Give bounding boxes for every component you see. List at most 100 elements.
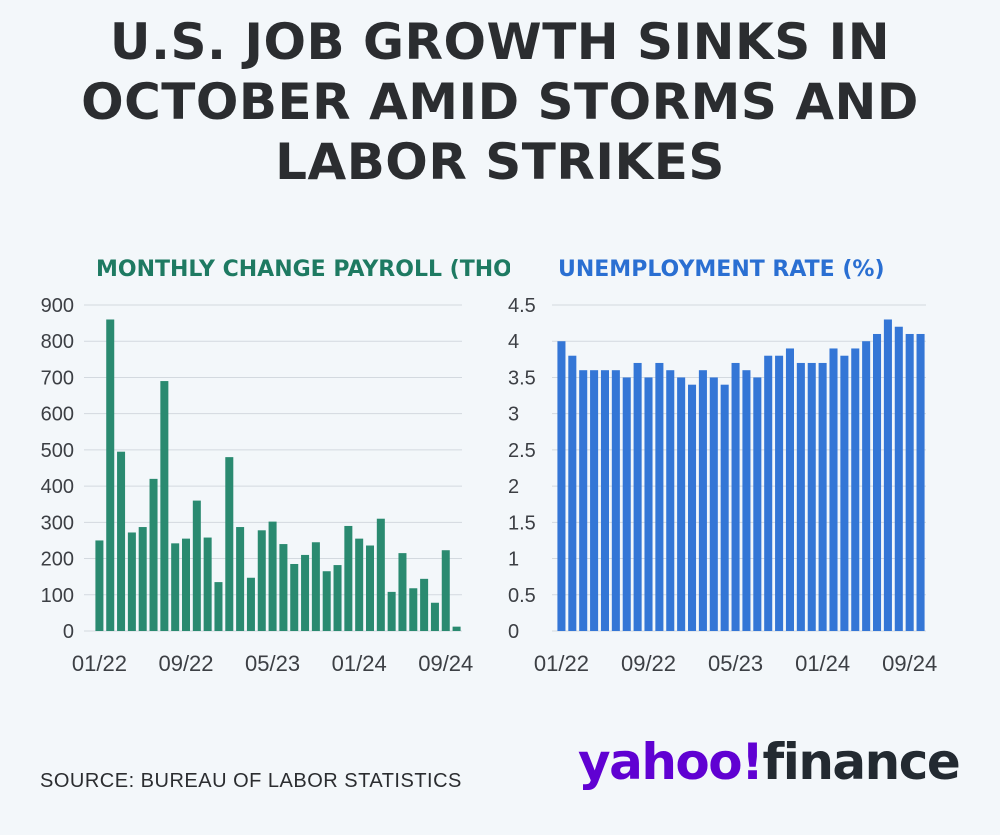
y-tick-label: 200 bbox=[41, 549, 74, 571]
x-tick-label: 09/22 bbox=[621, 651, 676, 676]
y-tick-label: 800 bbox=[41, 331, 74, 353]
bar-12/23 bbox=[344, 525, 353, 631]
bar-06/23 bbox=[742, 370, 751, 631]
bar-11/22 bbox=[203, 537, 212, 631]
y-tick-label: 0 bbox=[508, 621, 519, 643]
x-tick-label: 01/22 bbox=[72, 651, 127, 676]
bar-07/24 bbox=[420, 578, 429, 631]
y-tick-label: 4 bbox=[508, 331, 519, 353]
bar-07/24 bbox=[883, 319, 892, 631]
y-tick-label: 500 bbox=[41, 440, 74, 462]
y-tick-label: 300 bbox=[41, 512, 74, 534]
bar-02/23 bbox=[698, 370, 707, 631]
headline: U.S. JOB GROWTH SINKS IN OCTOBER AMID ST… bbox=[81, 13, 919, 191]
x-tick-label: 09/24 bbox=[882, 651, 937, 676]
x-tick-label: 09/22 bbox=[158, 651, 213, 676]
logo-finance-text: finance bbox=[762, 733, 960, 791]
y-tick-label: 4.5 bbox=[508, 295, 536, 317]
bar-05/22 bbox=[600, 370, 609, 631]
bar-02/24 bbox=[365, 545, 375, 631]
bar-02/22 bbox=[106, 319, 115, 631]
unemployment-chart-title: UNEMPLOYMENT RATE (%) bbox=[558, 257, 885, 282]
bar-02/24 bbox=[829, 348, 838, 631]
bar-08/22 bbox=[633, 362, 642, 631]
y-tick-label: 1.5 bbox=[508, 512, 536, 534]
x-tick-label: 01/22 bbox=[534, 651, 589, 676]
x-tick-label: 09/24 bbox=[418, 651, 473, 676]
x-tick-label: 05/23 bbox=[708, 651, 763, 676]
bar-09/22 bbox=[644, 377, 653, 631]
yahoo-finance-logo: yahoo!finance bbox=[578, 722, 961, 802]
bar-01/23 bbox=[225, 457, 234, 631]
y-tick-label: 100 bbox=[41, 585, 74, 607]
bar-07/23 bbox=[753, 377, 762, 631]
y-tick-label: 1 bbox=[508, 549, 519, 571]
bar-06/22 bbox=[611, 370, 620, 631]
bar-10/22 bbox=[192, 500, 201, 631]
y-tick-label: 900 bbox=[41, 295, 74, 317]
bar-05/23 bbox=[268, 521, 277, 631]
bar-06/23 bbox=[279, 544, 288, 631]
y-tick-label: 2.5 bbox=[508, 440, 536, 462]
bar-06/24 bbox=[873, 333, 882, 631]
y-tick-label: 700 bbox=[41, 367, 74, 389]
bar-07/23 bbox=[290, 563, 299, 631]
bar-03/23 bbox=[246, 577, 255, 631]
bar-03/24 bbox=[840, 355, 849, 631]
y-tick-label: 3.5 bbox=[508, 367, 536, 389]
logo-yahoo-text: yahoo! bbox=[578, 733, 764, 791]
bar-01/23 bbox=[688, 384, 697, 631]
bar-05/23 bbox=[731, 362, 740, 631]
bar-09/24 bbox=[905, 333, 914, 631]
y-tick-label: 0.5 bbox=[508, 585, 536, 607]
bar-01/24 bbox=[355, 538, 364, 631]
bar-07/22 bbox=[622, 377, 631, 631]
source-note: SOURCE: BUREAU OF LABOR STATISTICS bbox=[40, 770, 462, 792]
bar-11/22 bbox=[666, 370, 675, 631]
bar-11/23 bbox=[333, 565, 342, 631]
bar-04/23 bbox=[257, 530, 266, 631]
bar-10/24 bbox=[916, 333, 925, 631]
bar-12/22 bbox=[677, 377, 686, 631]
bar-05/24 bbox=[862, 341, 871, 631]
bar-04/24 bbox=[851, 348, 860, 631]
bar-03/24 bbox=[376, 518, 385, 631]
payroll-chart-title: MONTHLY CHANGE PAYROLL (THO bbox=[96, 257, 510, 282]
y-tick-label: 0 bbox=[63, 621, 74, 643]
bar-08/22 bbox=[171, 543, 180, 631]
y-tick-label: 3 bbox=[508, 404, 519, 426]
bar-08/24 bbox=[894, 326, 903, 631]
bar-08/24 bbox=[430, 602, 439, 631]
bar-03/22 bbox=[117, 451, 126, 631]
bar-09/23 bbox=[775, 355, 784, 631]
bar-01/22 bbox=[557, 341, 566, 631]
bar-11/23 bbox=[796, 362, 805, 631]
bar-10/23 bbox=[785, 348, 794, 631]
y-tick-label: 600 bbox=[41, 404, 74, 426]
x-tick-label: 01/24 bbox=[795, 651, 850, 676]
bar-10/22 bbox=[655, 362, 664, 631]
bar-02/23 bbox=[236, 527, 245, 631]
x-tick-label: 05/23 bbox=[245, 651, 300, 676]
bar-01/22 bbox=[95, 540, 104, 631]
bar-09/23 bbox=[311, 542, 320, 631]
bar-04/22 bbox=[590, 370, 599, 631]
bar-09/24 bbox=[441, 550, 450, 631]
bar-02/22 bbox=[568, 355, 577, 631]
x-tick-label: 01/24 bbox=[332, 651, 387, 676]
y-tick-label: 400 bbox=[41, 476, 74, 498]
bar-03/22 bbox=[579, 370, 588, 631]
bar-05/22 bbox=[138, 527, 147, 631]
bar-04/23 bbox=[720, 384, 729, 631]
bar-09/22 bbox=[181, 538, 191, 631]
y-tick-label: 2 bbox=[508, 476, 519, 498]
bar-03/23 bbox=[709, 377, 718, 631]
bar-01/24 bbox=[818, 362, 827, 631]
bar-04/24 bbox=[387, 591, 396, 631]
bar-08/23 bbox=[764, 355, 773, 631]
bar-12/22 bbox=[214, 582, 223, 631]
payroll-bar-chart: 0 100 200 300 400 500 600 700 800 900 01/22 09/22 05… bbox=[41, 295, 474, 676]
bar-04/22 bbox=[127, 532, 136, 631]
bar-05/24 bbox=[398, 553, 407, 631]
